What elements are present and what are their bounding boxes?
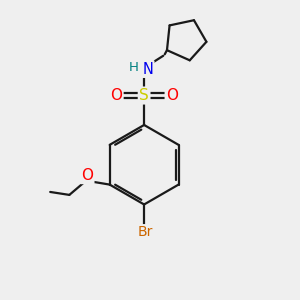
Text: O: O bbox=[110, 88, 122, 103]
Text: S: S bbox=[139, 88, 149, 103]
Text: Br: Br bbox=[138, 225, 153, 239]
Text: O: O bbox=[81, 168, 93, 183]
Text: H: H bbox=[129, 61, 139, 74]
Text: O: O bbox=[166, 88, 178, 103]
Text: N: N bbox=[142, 61, 153, 76]
